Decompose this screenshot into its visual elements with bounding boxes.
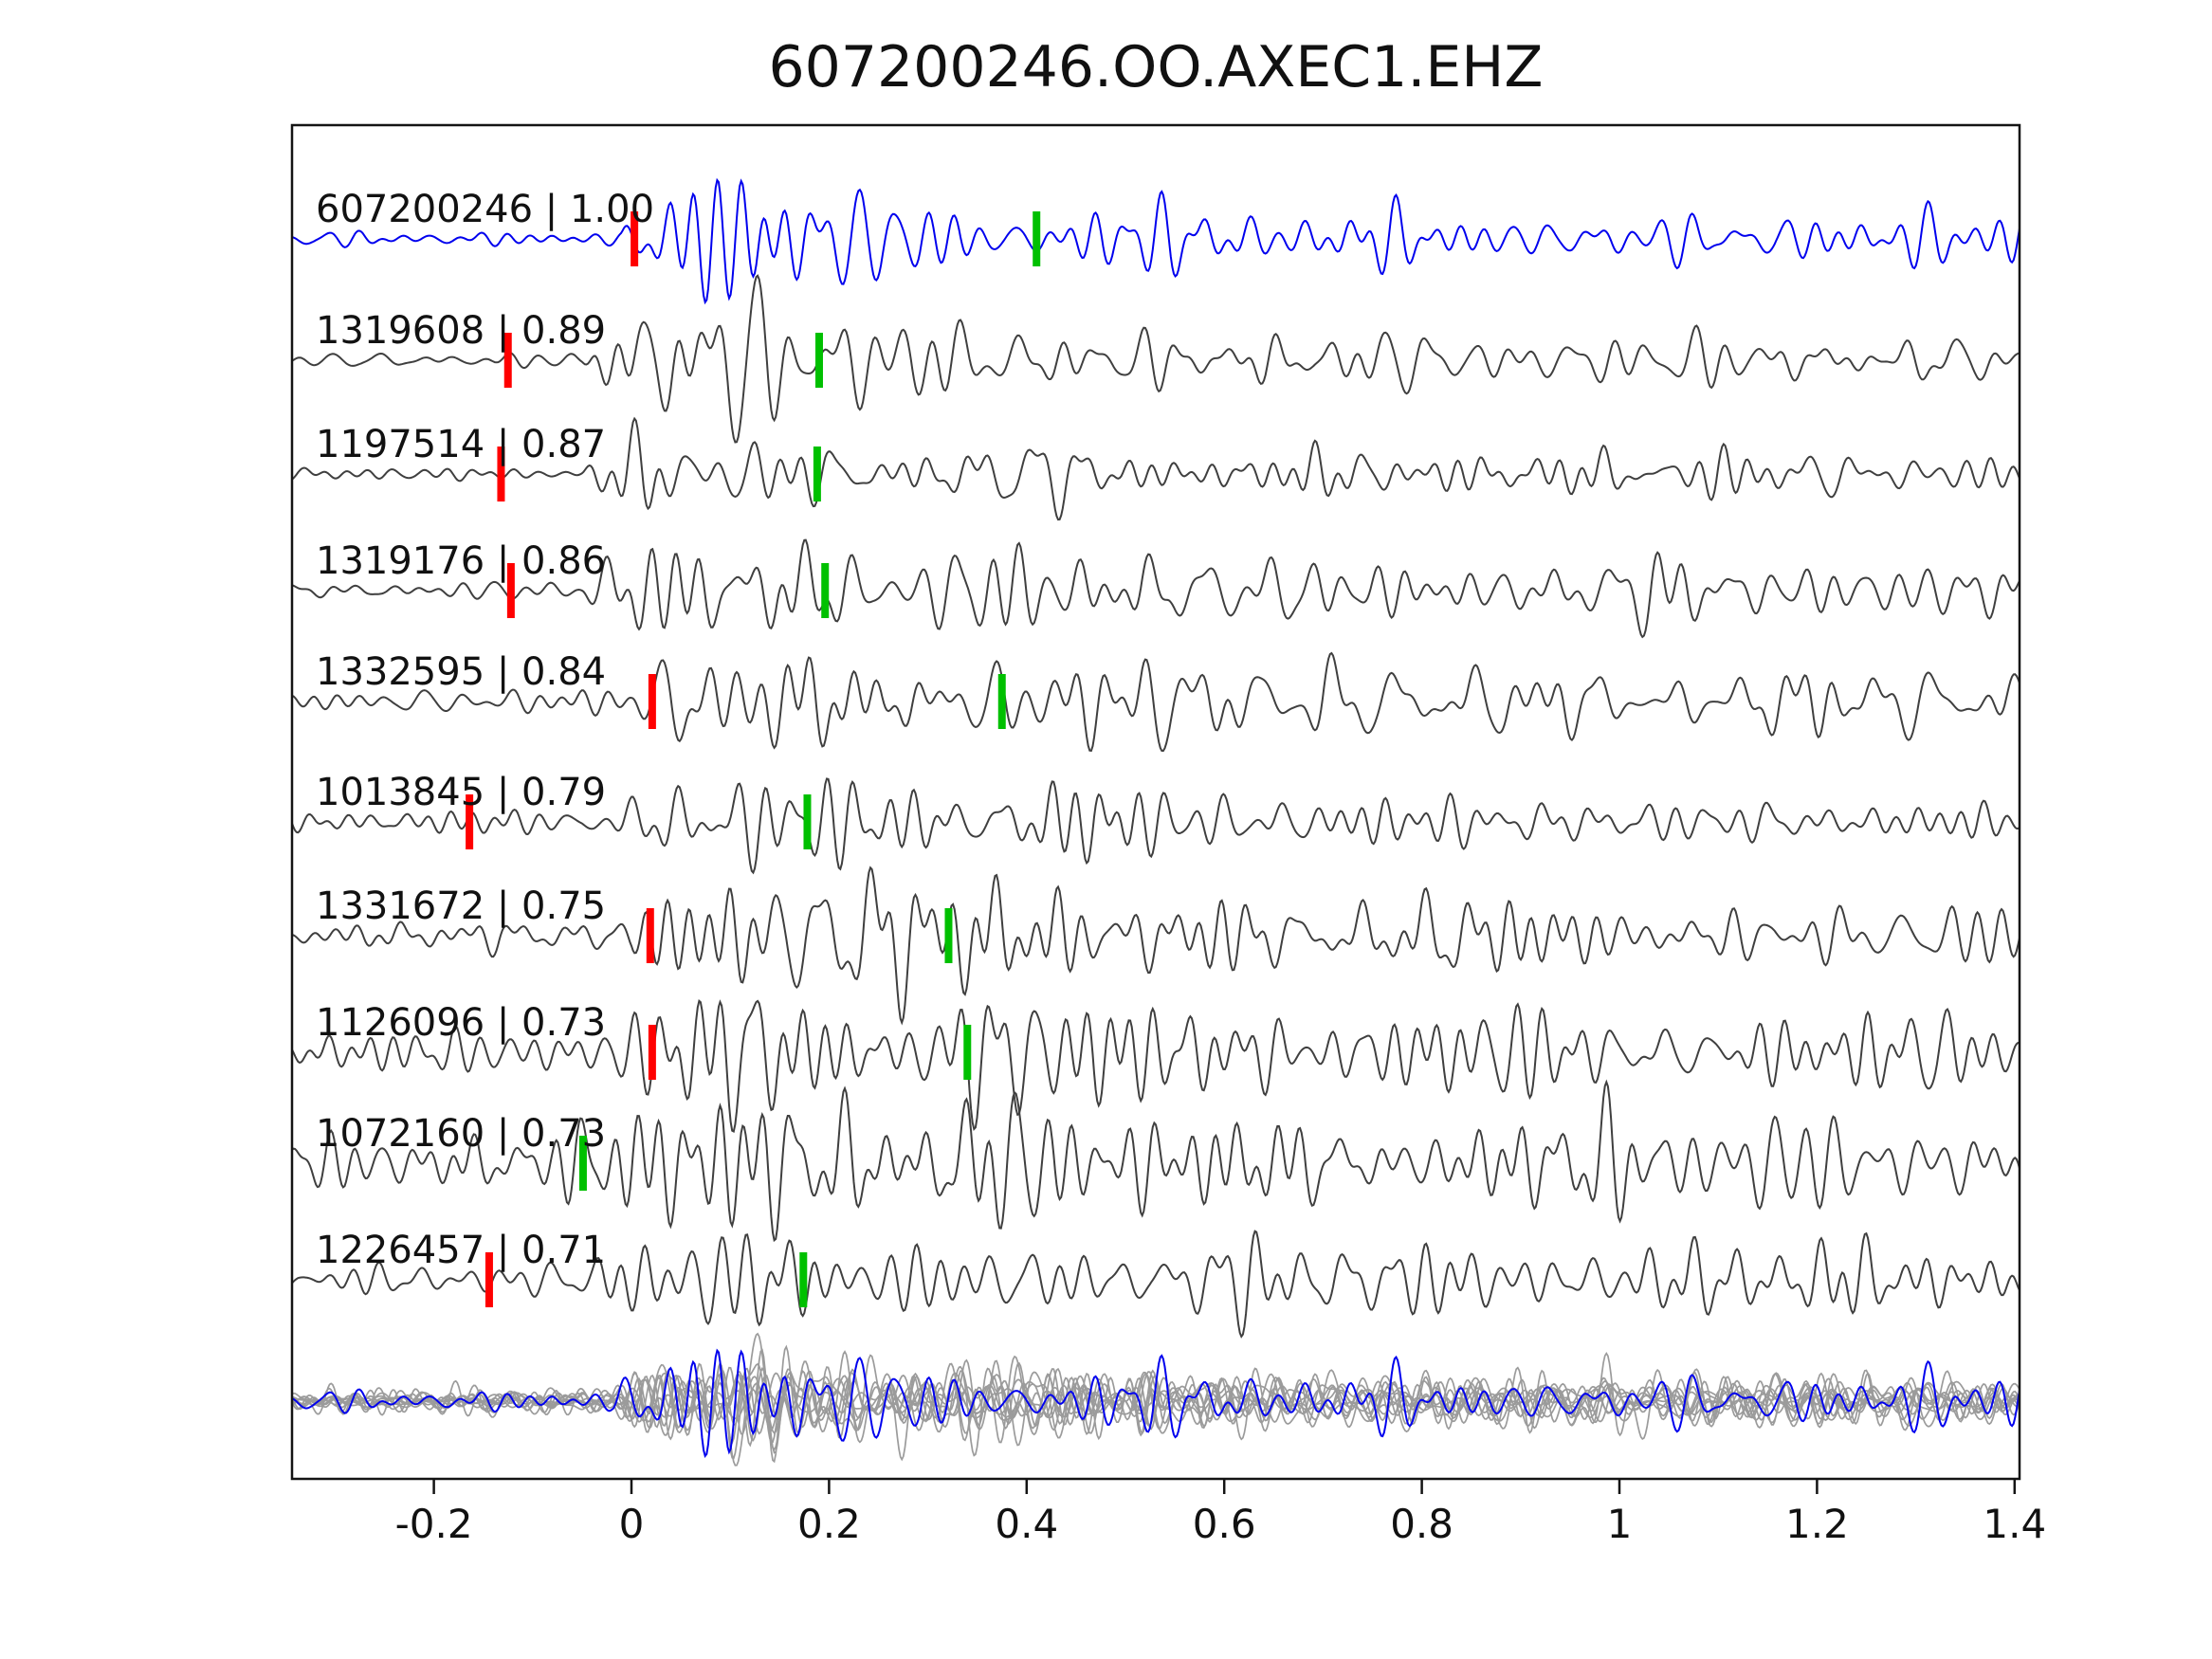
pick-marker-red bbox=[648, 1025, 656, 1080]
trace-label: 1331672 | 0.75 bbox=[316, 884, 606, 928]
chart-title: 607200246.OO.AXEC1.EHZ bbox=[768, 34, 1544, 100]
trace-waveform-1332595 bbox=[292, 651, 2020, 753]
trace-label: 1226457 | 0.71 bbox=[316, 1229, 606, 1272]
pick-marker-red bbox=[466, 794, 474, 849]
pick-marker-red bbox=[631, 211, 639, 266]
pick-marker-green bbox=[814, 333, 823, 388]
pick-marker-green bbox=[997, 674, 1006, 729]
trace-label: 1126096 | 0.73 bbox=[316, 1001, 606, 1045]
pick-marker-red bbox=[506, 563, 515, 618]
x-tick-label: 0.6 bbox=[1193, 1501, 1256, 1547]
trace-waveform-1072160 bbox=[292, 1079, 2020, 1243]
pick-marker-green bbox=[1033, 211, 1041, 266]
trace-waveform-1013845 bbox=[292, 777, 2020, 875]
pick-marker-green bbox=[944, 908, 953, 963]
x-tick-label: 0.4 bbox=[995, 1501, 1058, 1547]
trace-waveform-1226457 bbox=[292, 1230, 2020, 1339]
pick-marker-red bbox=[646, 908, 654, 963]
x-tick-label: 0.8 bbox=[1390, 1501, 1453, 1547]
pick-marker-green bbox=[963, 1025, 972, 1080]
plot-border bbox=[290, 123, 2021, 1481]
x-tick-label: 1.4 bbox=[1983, 1501, 2046, 1547]
pick-marker-red bbox=[503, 333, 512, 388]
stack-waveform bbox=[292, 1350, 2020, 1454]
trace-label: 1319608 | 0.89 bbox=[316, 309, 606, 353]
pick-marker-red bbox=[648, 674, 656, 729]
pick-marker-green bbox=[799, 1252, 808, 1307]
trace-waveform-1331672 bbox=[292, 866, 2020, 1026]
pick-marker-green bbox=[578, 1136, 587, 1191]
pick-marker-green bbox=[803, 794, 812, 849]
trace-label: 1319176 | 0.86 bbox=[316, 539, 606, 583]
trace-waveform-607200246 bbox=[292, 177, 2020, 305]
pick-marker-green bbox=[821, 563, 830, 618]
trace-label: 1013845 | 0.79 bbox=[316, 771, 606, 814]
pick-marker-red bbox=[484, 1252, 493, 1307]
x-tick-label: 0 bbox=[619, 1501, 645, 1547]
trace-label: 607200246 | 1.00 bbox=[316, 188, 654, 231]
pick-marker-green bbox=[813, 447, 821, 501]
x-tick-label: -0.2 bbox=[395, 1501, 473, 1547]
trace-label: 1072160 | 0.73 bbox=[316, 1112, 606, 1156]
trace-waveform-1319608 bbox=[292, 274, 2020, 444]
traces-group bbox=[292, 177, 2020, 1467]
x-tick-label: 1.2 bbox=[1785, 1501, 1849, 1547]
pick-marker-red bbox=[497, 447, 505, 501]
trace-waveform-1197514 bbox=[292, 416, 2020, 521]
stack-template-waveform bbox=[292, 1348, 2020, 1458]
trace-waveform-1126096 bbox=[292, 999, 2020, 1133]
trace-waveform-1319176 bbox=[292, 538, 2020, 639]
trace-label: 1197514 | 0.87 bbox=[316, 423, 606, 466]
x-tick-label: 0.2 bbox=[797, 1501, 861, 1547]
x-tick-label: 1 bbox=[1607, 1501, 1633, 1547]
trace-label: 1332595 | 0.84 bbox=[316, 650, 606, 694]
